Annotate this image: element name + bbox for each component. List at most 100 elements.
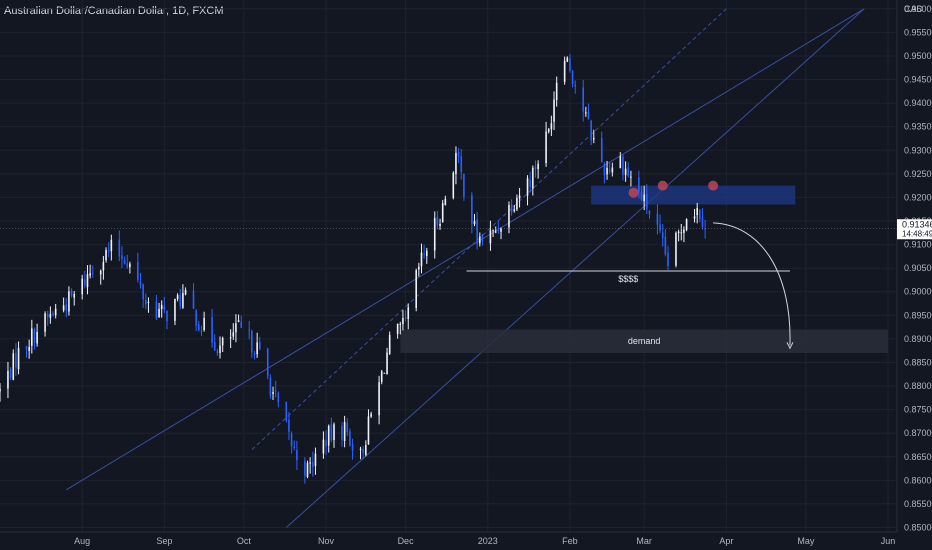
- candle-body: [155, 301, 158, 319]
- candle-body: [619, 156, 622, 169]
- candle-body: [166, 310, 168, 322]
- candle-body: [534, 166, 537, 170]
- candle-body: [526, 178, 529, 196]
- time-tick-label: Mar: [636, 536, 652, 546]
- candle-body: [158, 308, 160, 318]
- candle-body: [277, 393, 280, 403]
- candle-body: [553, 99, 555, 122]
- projection-arrowhead: [786, 342, 794, 350]
- candle-body: [258, 342, 261, 349]
- time-tick-label: Oct: [237, 536, 252, 546]
- candle-body: [566, 57, 569, 62]
- candle-body: [221, 337, 224, 346]
- supply-zone: [591, 185, 796, 205]
- candle-body: [646, 193, 648, 210]
- candle-body: [661, 232, 664, 239]
- candle-body: [590, 120, 592, 141]
- candle-body: [481, 234, 484, 242]
- price-tick-label: 0.96000: [904, 4, 932, 14]
- demand-zone: [400, 329, 889, 354]
- candle-body: [518, 195, 521, 199]
- candle-body: [200, 330, 203, 332]
- candle-body: [529, 179, 531, 187]
- candle-body: [54, 308, 57, 316]
- candle-body: [36, 331, 38, 344]
- candle-body: [137, 262, 139, 280]
- candle-body: [656, 213, 659, 225]
- candle-body: [510, 205, 513, 212]
- candle-body: [110, 239, 113, 252]
- candle-body: [685, 219, 688, 231]
- candle-body: [473, 220, 476, 225]
- candle-body: [627, 167, 630, 177]
- candle-body: [683, 229, 685, 233]
- candle-body: [248, 329, 250, 331]
- candle-body: [492, 230, 494, 232]
- candle-body: [91, 273, 94, 275]
- candle-body: [388, 334, 391, 354]
- candle-body: [463, 173, 465, 197]
- candle-body: [333, 424, 335, 441]
- current-price-label: 0.91346: [902, 219, 932, 229]
- time-tick-label: Nov: [318, 536, 335, 546]
- time-tick-label: 2023: [478, 536, 498, 546]
- candle-body: [253, 353, 256, 356]
- candle-body: [444, 198, 447, 205]
- candle-body: [508, 204, 510, 228]
- candle-body: [330, 424, 333, 441]
- trendline: [285, 8, 865, 528]
- candle-body: [272, 392, 274, 394]
- demand-zone-label: demand: [628, 336, 661, 346]
- candle-body: [33, 329, 36, 343]
- candle-body: [99, 270, 102, 275]
- candle-body: [701, 217, 704, 228]
- candles: [0, 53, 706, 484]
- candle-body: [198, 324, 200, 330]
- candle-body: [160, 304, 163, 310]
- candle-body: [346, 423, 349, 433]
- candle-body: [592, 137, 595, 140]
- candle-body: [611, 167, 614, 173]
- candle-body: [46, 313, 49, 318]
- candle-body: [211, 316, 213, 343]
- candle-body: [325, 440, 327, 447]
- candle-body: [699, 209, 701, 220]
- candle-body: [269, 377, 272, 396]
- candle-body: [349, 431, 351, 446]
- current-price-tag: [897, 219, 932, 240]
- candle-body: [306, 462, 309, 478]
- candle-body: [118, 239, 121, 257]
- candle-body: [471, 195, 473, 224]
- liquidity-label: $$$$: [618, 274, 638, 284]
- candle-body: [415, 270, 417, 309]
- candle-body: [648, 210, 651, 215]
- candle-body: [441, 203, 444, 223]
- candle-body: [126, 263, 129, 267]
- candle-body: [102, 262, 105, 271]
- candle-body: [585, 112, 587, 114]
- candle-body: [624, 168, 627, 176]
- candle-body: [550, 123, 553, 130]
- projection-arrow: [713, 222, 791, 346]
- time-tick-label: Apr: [719, 536, 733, 546]
- candle-body: [675, 232, 677, 266]
- candle-body: [423, 254, 425, 256]
- candle-body: [266, 348, 269, 377]
- candle-body: [545, 131, 547, 164]
- candle-body: [327, 426, 330, 446]
- trendline: [66, 8, 865, 491]
- candle-body: [322, 439, 325, 454]
- candle-body: [229, 337, 232, 339]
- candle-body: [460, 156, 463, 173]
- candle-body: [232, 332, 235, 337]
- candle-body: [407, 307, 410, 320]
- time-tick-label: Jun: [881, 536, 896, 546]
